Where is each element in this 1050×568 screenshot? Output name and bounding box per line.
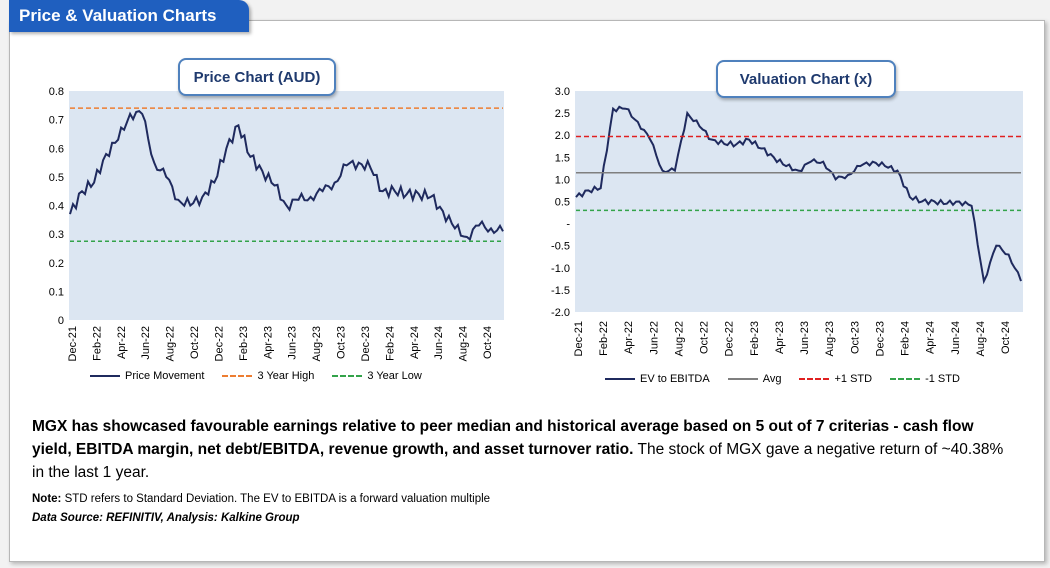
y-tick-label: -1.5: [551, 285, 570, 297]
x-tick-label: Dec-23: [874, 321, 886, 356]
y-tick-label: 0.5: [49, 172, 64, 184]
valuation-chart-title-text: Valuation Chart (x): [739, 70, 873, 88]
legend-label: 3 Year Low: [367, 370, 422, 382]
x-tick-label: Oct-22: [699, 321, 711, 354]
price-legend: Price Movement 3 Year High 3 Year Low: [90, 370, 422, 382]
y-tick-label: 0: [58, 315, 64, 327]
legend-label: EV to EBITDA: [640, 373, 710, 385]
summary-normal: The stock of MGX gave a negative return …: [32, 441, 1004, 481]
y-tick-label: 0.5: [555, 197, 570, 209]
x-tick-label: Oct-23: [849, 321, 861, 354]
x-tick-label: Feb-24: [900, 321, 912, 356]
x-tick-label: Jun-23: [799, 321, 811, 355]
y-tick-label: 2.0: [555, 130, 570, 142]
x-tick-label: Jun-23: [287, 326, 299, 360]
note-label: Note:: [32, 493, 62, 505]
x-tick-label: Jun-22: [140, 326, 152, 360]
series-line-0: [69, 109, 504, 242]
valuation-chart-title: Valuation Chart (x): [716, 60, 896, 98]
x-tick-label: Dec-21: [573, 321, 585, 356]
x-tick-label: Feb-22: [91, 326, 103, 361]
y-tick-label: 3.0: [555, 86, 570, 98]
y-tick-label: 0.4: [49, 201, 64, 213]
x-tick-label: Dec-22: [213, 326, 225, 361]
x-tick-label: Oct-23: [336, 326, 348, 359]
x-tick-label: Apr-22: [623, 321, 635, 354]
x-tick-label: Dec-22: [724, 321, 736, 356]
legend-price-movement: Price Movement: [90, 370, 204, 382]
x-tick-label: Apr-22: [116, 326, 128, 359]
legend-swatch: [605, 378, 635, 380]
x-tick-label: Jun-24: [950, 321, 962, 355]
data-source: Data Source: REFINITIV, Analysis: Kalkin…: [32, 512, 300, 524]
legend-swatch: [222, 375, 253, 377]
x-tick-label: Jun-24: [433, 326, 445, 360]
x-tick-label: Aug-23: [311, 326, 323, 361]
price-chart-title-text: Price Chart (AUD): [193, 68, 321, 86]
legend-3-year-high: 3 Year High: [222, 370, 314, 382]
x-tick-label: Dec-23: [360, 326, 372, 361]
x-tick-label: Feb-22: [598, 321, 610, 356]
legend-swatch: [90, 375, 120, 377]
x-tick-label: Apr-24: [925, 321, 937, 354]
legend-swatch: [332, 375, 363, 377]
y-tick-label: 0.1: [49, 286, 64, 298]
price-chart-title: Price Chart (AUD): [178, 58, 336, 96]
x-tick-label: Aug-24: [458, 326, 470, 361]
x-tick-label: Aug-24: [975, 321, 987, 356]
x-tick-label: Oct-24: [482, 326, 494, 359]
y-tick-label: -1.0: [551, 263, 570, 275]
x-tick-label: Apr-24: [409, 326, 421, 359]
y-tick-label: 2.5: [555, 108, 570, 120]
x-tick-label: Oct-24: [1000, 321, 1012, 354]
legend-swatch: [799, 378, 830, 380]
y-tick-label: 0.3: [49, 229, 64, 241]
summary-bold: MGX has showcased favourable earnings re…: [32, 418, 974, 458]
legend-minus-1-std: -1 STD: [890, 373, 960, 385]
x-tick-label: Feb-23: [238, 326, 250, 361]
legend-label: Avg: [762, 373, 782, 385]
x-tick-label: Dec-21: [67, 326, 79, 361]
valuation-legend: EV to EBITDA Avg +1 STD -1 STD: [605, 373, 960, 385]
x-tick-label: Feb-23: [749, 321, 761, 356]
section-header: Price & Valuation Charts: [9, 0, 249, 32]
legend-swatch: [727, 378, 758, 380]
legend-swatch: [890, 378, 921, 380]
y-tick-label: -0.5: [551, 241, 570, 253]
y-tick-label: 0.7: [49, 115, 64, 127]
summary-text: MGX has showcased favourable earnings re…: [32, 415, 1017, 484]
legend-label: 3 Year High: [257, 370, 315, 382]
legend-avg: Avg: [727, 373, 782, 385]
legend-ev-to-ebitda: EV to EBITDA: [605, 373, 710, 385]
x-tick-label: Aug-23: [824, 321, 836, 356]
x-tick-label: Apr-23: [774, 321, 786, 354]
y-tick-label: 0.6: [49, 143, 64, 155]
y-tick-label: -2.0: [551, 307, 570, 319]
y-tick-label: -: [566, 219, 570, 231]
series-line-0: [575, 105, 1022, 285]
x-tick-label: Apr-23: [262, 326, 274, 359]
section-title: Price & Valuation Charts: [19, 6, 217, 25]
x-tick-label: Aug-22: [165, 326, 177, 361]
y-tick-label: 1.5: [555, 152, 570, 164]
x-tick-label: Jun-22: [648, 321, 660, 355]
legend-label: -1 STD: [925, 373, 960, 385]
x-tick-label: Feb-24: [384, 326, 396, 361]
note-text: STD refers to Standard Deviation. The EV…: [61, 493, 491, 505]
y-tick-label: 0.2: [49, 258, 64, 270]
x-tick-label: Oct-22: [189, 326, 201, 359]
legend-plus-1-std: +1 STD: [799, 373, 872, 385]
y-tick-label: 1.0: [555, 174, 570, 186]
legend-label: Price Movement: [125, 370, 205, 382]
legend-3-year-low: 3 Year Low: [332, 370, 422, 382]
legend-label: +1 STD: [834, 373, 873, 385]
y-tick-label: 0.8: [49, 86, 64, 98]
note: Note: STD refers to Standard Deviation. …: [32, 493, 490, 505]
x-tick-label: Aug-22: [673, 321, 685, 356]
